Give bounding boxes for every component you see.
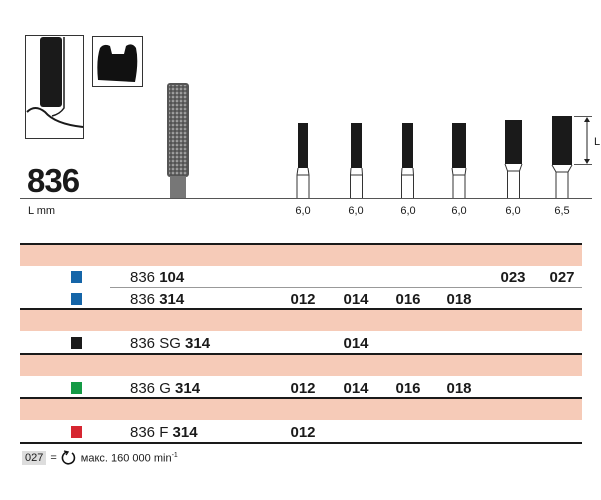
divider: [20, 397, 582, 399]
illustrations: [20, 35, 592, 199]
code-prefix: 836 SG: [130, 335, 186, 352]
code-shank: 314: [185, 335, 211, 352]
size-code: 016: [395, 380, 421, 397]
bur-size-6: [551, 116, 573, 198]
divider: [20, 308, 582, 310]
color-code-square: [71, 382, 82, 394]
length-value: 6,0: [400, 205, 416, 217]
max-speed-text: макс. 160 000 min: [80, 452, 172, 465]
code-prefix: 836 F: [130, 424, 173, 441]
bur-size-5: [504, 120, 523, 198]
color-code-square: [71, 271, 82, 283]
diamond-bur-image: [167, 83, 189, 198]
divider: [20, 442, 582, 444]
product-code: 836 314: [130, 291, 184, 308]
length-value: 6,0: [295, 205, 311, 217]
shape-profile-icon: [92, 36, 143, 87]
dimension-label: L: [594, 136, 601, 148]
color-code-square: [71, 337, 82, 349]
bur-size-4: [451, 123, 467, 198]
divider: [20, 353, 582, 355]
product-code: 836 G 314: [130, 380, 200, 397]
code-prefix: 836: [130, 291, 160, 308]
product-code: 836 104: [130, 269, 184, 286]
code-shank: 104: [159, 269, 185, 286]
group-band: [20, 245, 582, 266]
length-value: 6,0: [451, 205, 467, 217]
footer-note: 027 = макс. 160 000 min-1: [22, 450, 178, 466]
code-prefix: 836 G: [130, 380, 176, 397]
size-code: 023: [500, 269, 526, 286]
size-code: 012: [290, 380, 316, 397]
group-band: [20, 399, 582, 420]
size-code: 014: [343, 291, 369, 308]
size-code: 014: [343, 380, 369, 397]
size-code: 027: [549, 269, 575, 286]
model-number: 836: [27, 162, 80, 199]
code-shank: 314: [172, 424, 198, 441]
divider: [110, 287, 582, 288]
exponent: -1: [171, 451, 178, 459]
divider: [20, 243, 582, 245]
bur-size-3: [401, 123, 414, 198]
size-code: 018: [446, 291, 472, 308]
length-label: L mm: [28, 205, 56, 217]
code-shank: 314: [175, 380, 201, 397]
length-value: 6,0: [348, 205, 364, 217]
size-code: 016: [395, 291, 421, 308]
group-band: [20, 355, 582, 376]
bur-size-2: [350, 123, 363, 198]
example-code-badge: 027: [22, 451, 47, 465]
length-dimension: [574, 116, 592, 165]
application-icon: [25, 35, 84, 139]
color-code-square: [71, 426, 82, 438]
product-code: 836 F 314: [130, 424, 198, 441]
size-code: 018: [446, 380, 472, 397]
rotation-icon: [61, 450, 76, 465]
color-code-square: [71, 293, 82, 305]
size-code: 014: [343, 335, 369, 352]
code-prefix: 836: [130, 269, 160, 286]
length-value: 6,0: [505, 205, 521, 217]
code-shank: 314: [159, 291, 185, 308]
size-code: 012: [290, 291, 316, 308]
group-band: [20, 310, 582, 331]
bur-size-1: [296, 123, 310, 198]
length-value: 6,5: [554, 205, 570, 217]
product-code: 836 SG 314: [130, 335, 210, 352]
equals-sign: =: [50, 452, 57, 464]
size-code: 012: [290, 424, 316, 441]
